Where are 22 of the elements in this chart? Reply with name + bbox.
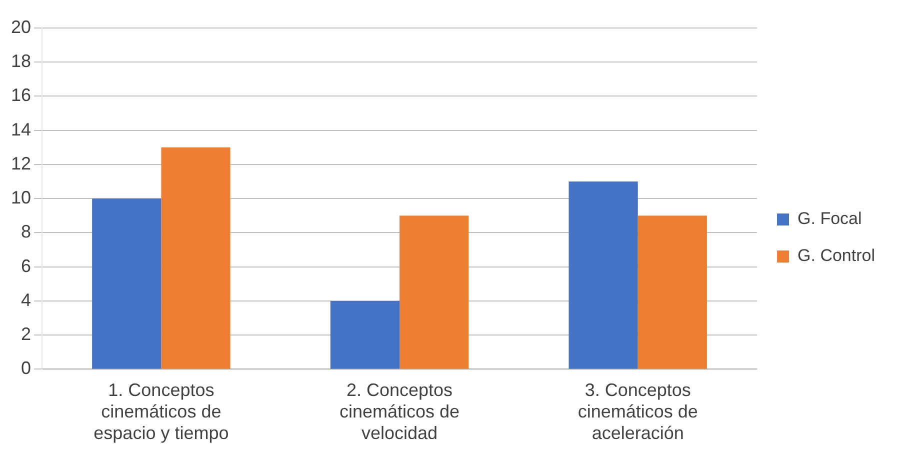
bar — [161, 147, 230, 369]
x-tick-label: 3. Conceptos cinemáticos de aceleración — [578, 380, 698, 444]
bar — [92, 198, 162, 369]
bar — [568, 182, 638, 369]
y-tick-label: 4 — [21, 290, 32, 310]
y-tick-label: 0 — [21, 358, 32, 378]
y-tick-label: 14 — [10, 119, 32, 140]
y-tick-label: 6 — [21, 256, 32, 276]
bar — [638, 216, 707, 369]
y-tick-label: 10 — [10, 188, 32, 208]
y-tick-label: 20 — [10, 16, 32, 37]
y-tick-label: 12 — [10, 153, 32, 174]
bar — [330, 300, 400, 369]
y-tick-label: 8 — [21, 222, 32, 242]
x-tick-label: 1. Conceptos cinemáticos de espacio y tiempo — [94, 380, 229, 444]
bar — [400, 216, 469, 369]
x-tick-label: 2. Conceptos cinemáticos de velocidad — [339, 380, 460, 444]
legend-label: G. Focal — [798, 209, 862, 228]
legend-label: G. Control — [798, 246, 876, 266]
y-tick-label: 2 — [21, 324, 32, 344]
y-tick-label: 16 — [10, 85, 32, 106]
y-tick-label: 18 — [10, 51, 32, 72]
